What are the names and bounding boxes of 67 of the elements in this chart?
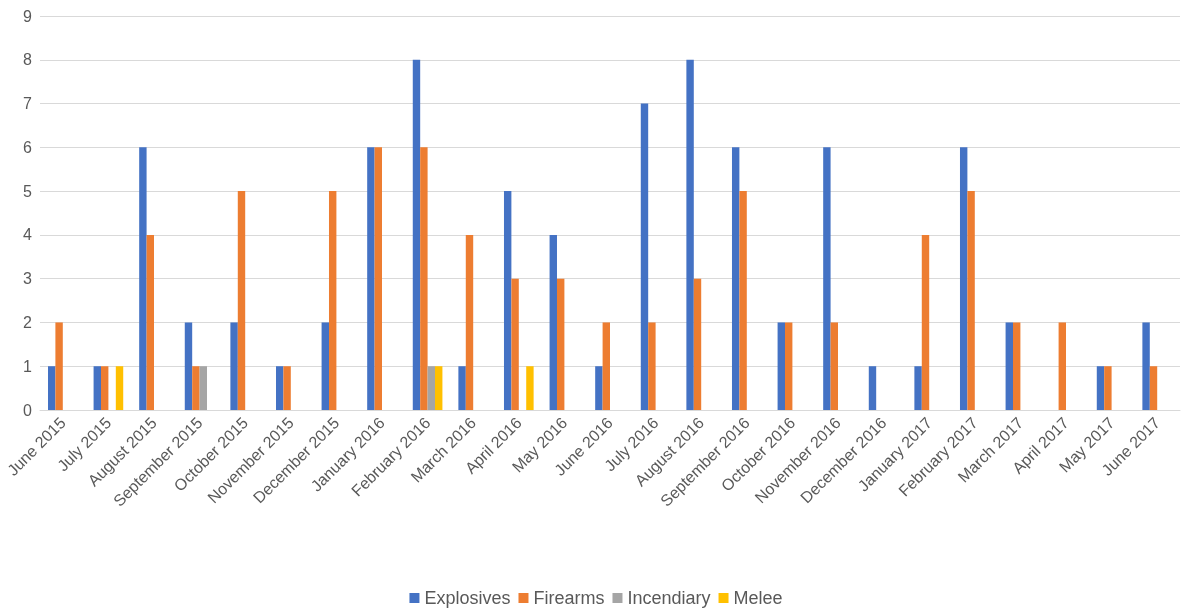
bar — [321, 322, 329, 410]
y-tick-label: 2 — [23, 313, 33, 331]
bar — [648, 322, 656, 410]
bar — [230, 322, 238, 410]
bar — [868, 366, 877, 410]
y-tick-label: 8 — [23, 51, 33, 69]
legend-label: Melee — [733, 588, 783, 608]
y-tick-label: 0 — [23, 401, 33, 419]
bar — [458, 366, 466, 410]
bar — [959, 147, 968, 410]
bar — [199, 366, 208, 410]
bar — [115, 366, 124, 410]
bar — [556, 278, 565, 410]
bar — [602, 322, 610, 410]
bar — [328, 191, 337, 410]
bar — [1096, 366, 1105, 410]
bar — [146, 234, 154, 410]
bar — [640, 103, 649, 410]
bar — [693, 278, 702, 410]
bar — [412, 59, 421, 410]
bar — [465, 234, 474, 410]
y-tick-label: 4 — [23, 226, 33, 244]
bar — [526, 366, 534, 410]
bar — [731, 147, 740, 410]
y-tick-label: 7 — [23, 95, 33, 113]
bar — [967, 191, 975, 410]
bar — [420, 147, 428, 410]
legend-label: Firearms — [533, 588, 605, 608]
bar — [237, 191, 246, 410]
bar — [830, 322, 838, 410]
bar — [511, 278, 519, 410]
legend-label: Explosives — [424, 588, 511, 608]
y-tick-label: 5 — [23, 182, 33, 200]
bar — [184, 322, 193, 410]
bar — [374, 147, 382, 410]
bar — [47, 366, 56, 410]
bar — [1104, 366, 1112, 410]
y-tick-label: 3 — [23, 270, 33, 288]
bar — [784, 322, 793, 410]
bar — [1012, 322, 1021, 410]
y-tick-label: 9 — [23, 7, 33, 25]
bar — [823, 147, 831, 410]
bar — [921, 234, 930, 410]
bar — [686, 59, 694, 410]
bar — [1142, 322, 1150, 410]
y-tick-label: 6 — [23, 138, 33, 156]
bar — [739, 191, 747, 410]
bar — [139, 147, 147, 410]
bar — [1005, 322, 1013, 410]
bar — [435, 366, 443, 410]
bar — [777, 322, 785, 410]
bar — [1058, 322, 1066, 410]
bar — [283, 366, 291, 410]
bar — [93, 366, 101, 410]
y-tick-label: 1 — [23, 357, 33, 375]
legend-label: Incendiary — [627, 588, 711, 608]
bar — [100, 366, 109, 410]
bar — [192, 366, 200, 410]
bar — [367, 147, 375, 410]
bar — [427, 366, 436, 410]
bar — [549, 234, 557, 410]
bar — [1149, 366, 1158, 410]
bar — [275, 366, 284, 410]
bar — [55, 322, 63, 410]
bar — [914, 366, 922, 410]
bar — [595, 366, 603, 410]
bar — [503, 191, 512, 410]
